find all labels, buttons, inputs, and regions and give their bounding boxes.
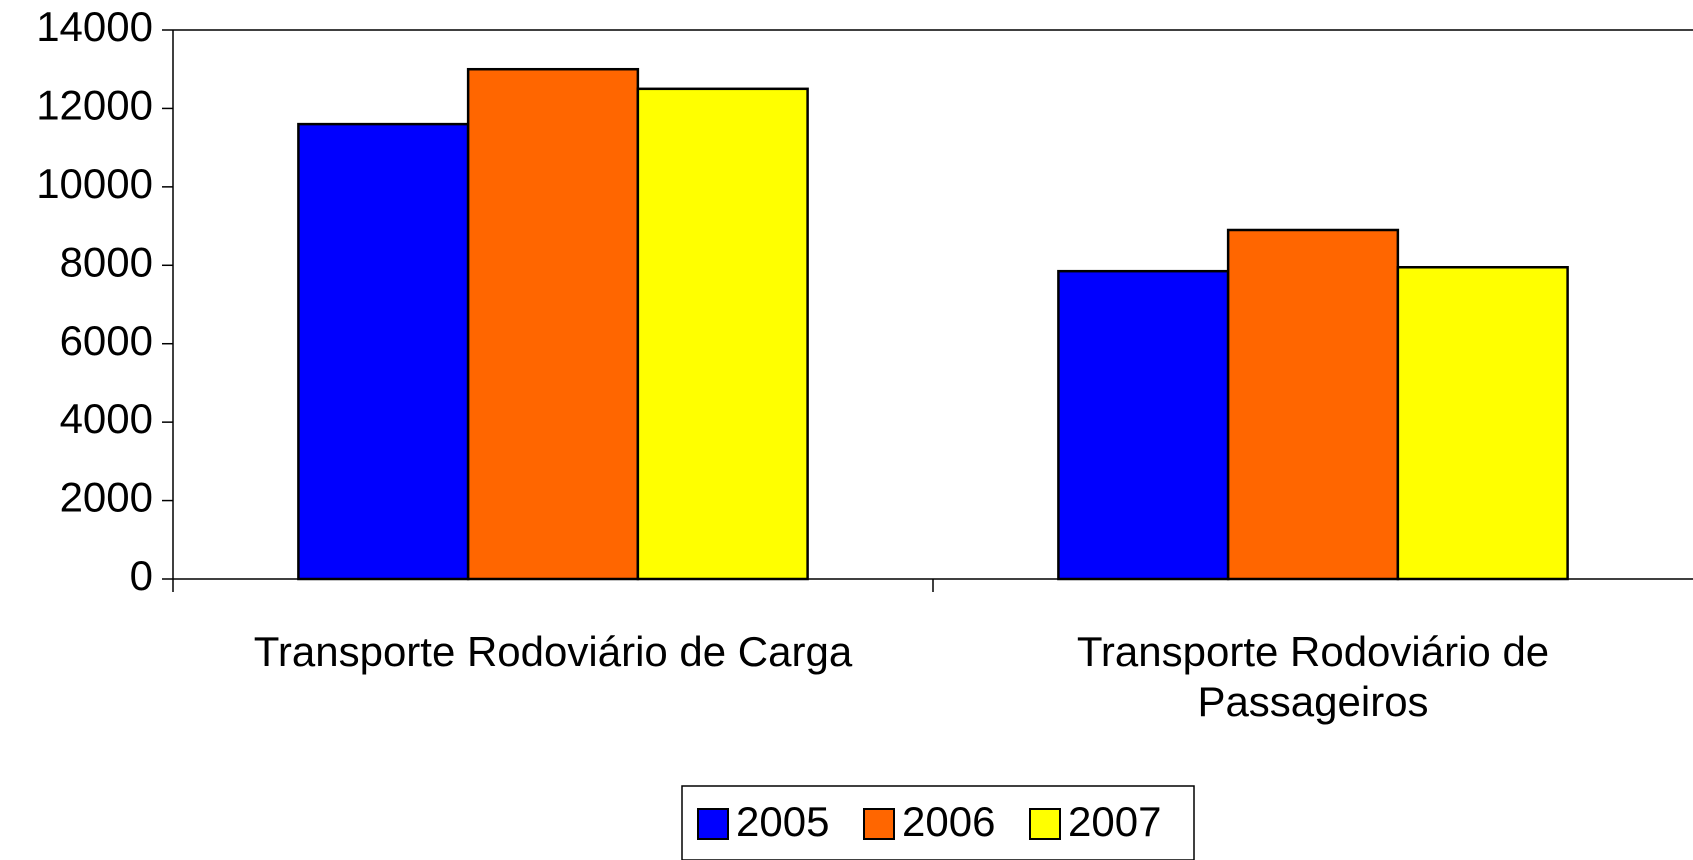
bar (1396, 265, 1569, 581)
legend-swatch (1029, 808, 1061, 840)
y-tick-label: 8000 (60, 238, 153, 285)
bar (1057, 269, 1230, 581)
legend-swatch (697, 808, 729, 840)
legend-swatch (863, 808, 895, 840)
y-tick-label: 0 (130, 552, 153, 599)
y-tick-label: 6000 (60, 317, 153, 364)
legend-box (681, 785, 1195, 860)
legend-label: 2007 (1068, 798, 1161, 845)
legend-label: 2005 (736, 798, 829, 845)
y-tick-label: 14000 (36, 3, 153, 50)
y-tick-label: 4000 (60, 395, 153, 442)
y-tick-label: 12000 (36, 82, 153, 129)
bar (297, 122, 470, 581)
legend-label: 2006 (902, 798, 995, 845)
y-tick-label: 2000 (60, 474, 153, 521)
x-tick-label: Transporte Rodoviário de Carga (253, 628, 853, 675)
y-tick-label: 10000 (36, 160, 153, 207)
bar (466, 67, 640, 581)
x-tick-label: Transporte Rodoviário de Passageiros (1076, 628, 1550, 725)
bar (1226, 228, 1400, 581)
bar (636, 87, 809, 581)
